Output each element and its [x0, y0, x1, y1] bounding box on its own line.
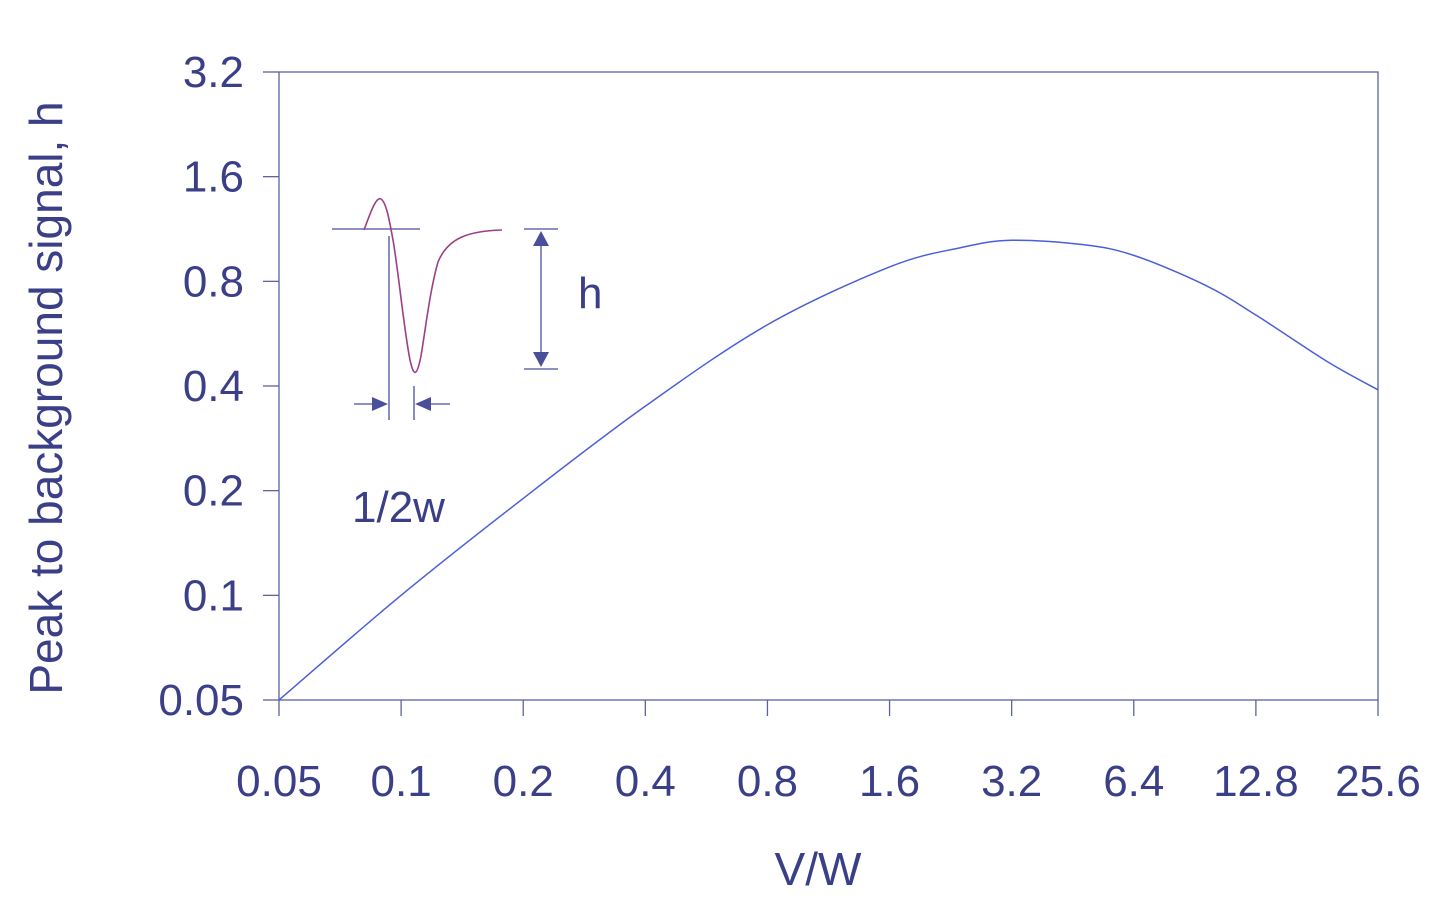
x-tick-label: 3.2	[981, 757, 1042, 806]
plot-border	[278, 71, 1379, 701]
inset-width-arrow-left-icon	[415, 397, 431, 411]
x-tick-label: 12.8	[1213, 757, 1299, 806]
y-tick-label: 0.05	[158, 676, 244, 725]
y-tick-label: 3.2	[183, 48, 244, 97]
inset-h-label: h	[578, 269, 602, 318]
peak-inset-diagram: h 1/2w	[332, 198, 602, 532]
x-tick-label: 0.2	[493, 757, 554, 806]
y-axis: 0.05 0.1 0.2 0.4 0.8 1.6 3.2	[158, 48, 279, 725]
x-tick-label: 0.8	[737, 757, 798, 806]
inset-peak-curve	[363, 198, 503, 374]
x-tick-label: 0.05	[236, 757, 322, 806]
x-axis-title: V/W	[775, 843, 862, 895]
y-tick-label: 0.1	[183, 571, 244, 620]
y-tick-label: 1.6	[183, 153, 244, 202]
inset-width-label: 1/2w	[352, 483, 445, 532]
y-tick-label: 0.8	[183, 257, 244, 306]
x-tick-label: 6.4	[1103, 757, 1164, 806]
plot-frame	[278, 71, 1379, 701]
x-tick-label: 0.4	[615, 757, 676, 806]
x-tick-label: 1.6	[859, 757, 920, 806]
y-axis-title: Peak to background signal, h	[20, 101, 72, 694]
y-tick-label: 0.4	[183, 362, 244, 411]
inset-h-arrow-down-icon	[533, 352, 549, 367]
x-tick-label: 25.6	[1335, 757, 1421, 806]
inset-width-arrow-right-icon	[372, 397, 388, 411]
inset-h-arrow-up-icon	[533, 231, 549, 246]
y-tick-label: 0.2	[183, 467, 244, 516]
x-tick-label: 0.1	[371, 757, 432, 806]
x-axis: 0.05 0.1 0.2 0.4 0.8 1.6 3.2 6.4 12.8 25.6	[236, 700, 1421, 806]
series-line	[278, 239, 1379, 701]
